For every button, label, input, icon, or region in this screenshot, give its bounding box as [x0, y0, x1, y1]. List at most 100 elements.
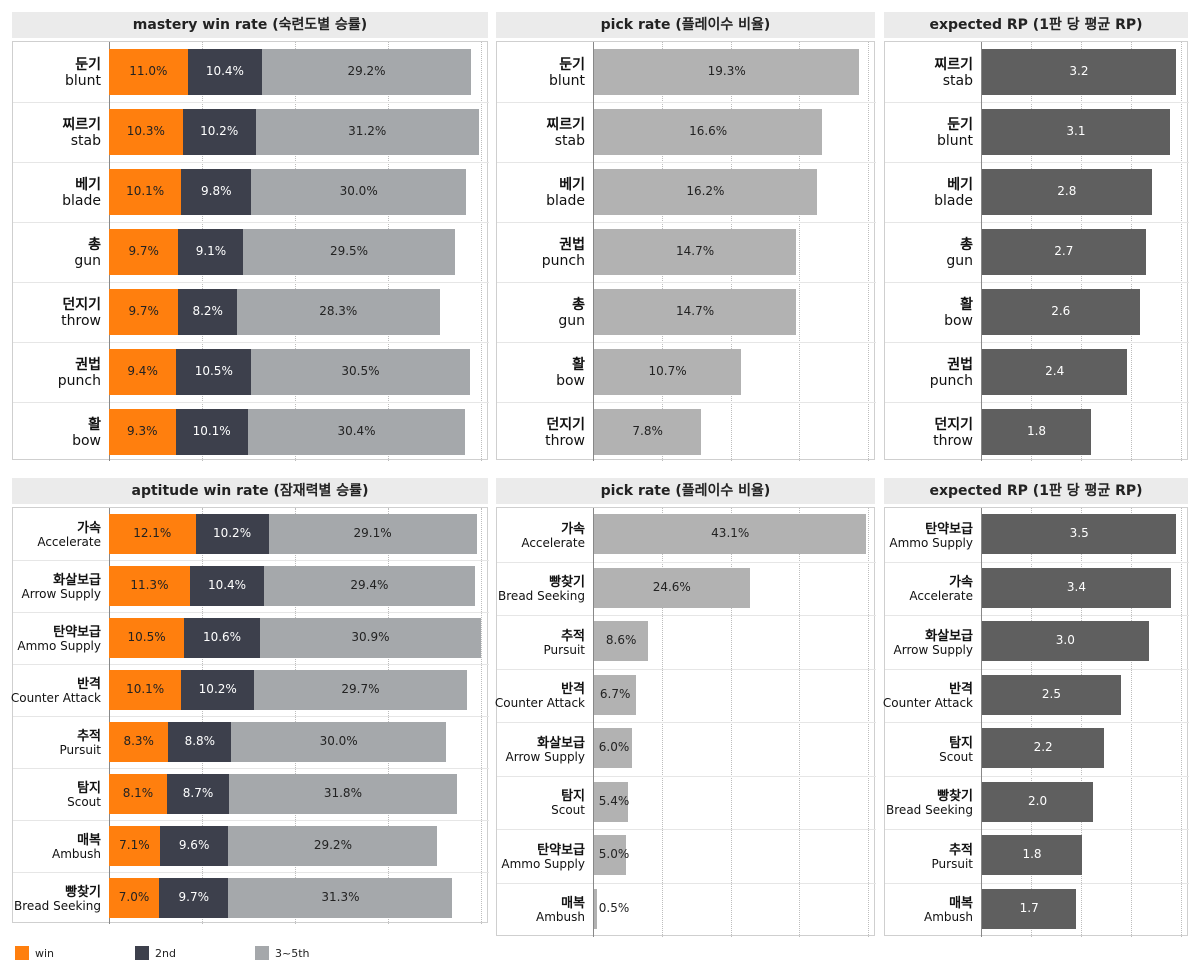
chart-title: expected RP (1판 당 평균 RP)	[884, 12, 1188, 38]
category-label-en: blunt	[548, 73, 585, 89]
category-label-en: Accelerate	[37, 535, 101, 549]
data-label: 30.5%	[341, 364, 380, 378]
row-separator	[885, 222, 1189, 223]
legend-swatch	[135, 946, 149, 960]
category-label-en: Pursuit	[59, 743, 101, 757]
bar-rest	[268, 514, 477, 554]
category-label: 반격	[77, 677, 101, 692]
data-label: 8.7%	[182, 786, 214, 800]
data-label: 10.1%	[126, 682, 165, 696]
data-label: 10.1%	[126, 184, 165, 198]
data-label: 1.7	[1019, 900, 1039, 915]
bar	[594, 49, 860, 95]
category-label-en: blunt	[64, 73, 101, 89]
category-label: 빵찾기	[937, 789, 973, 805]
bar	[982, 888, 1077, 929]
bar-rest	[251, 349, 470, 395]
bar	[982, 49, 1176, 95]
bar-win	[109, 618, 185, 658]
category-label-en: blade	[546, 193, 585, 209]
data-label: 8.6%	[605, 633, 637, 647]
category-label: 둔기	[559, 57, 585, 73]
bar	[594, 109, 823, 155]
data-label: 43.1%	[711, 526, 750, 540]
chart-title: aptitude win rate (잠재력별 승률)	[12, 478, 488, 504]
data-label: 2.6	[1051, 304, 1071, 318]
row-separator	[13, 102, 489, 103]
row-separator	[13, 282, 489, 283]
data-label: 9.1%	[195, 244, 227, 258]
category-label-en: bow	[944, 313, 973, 329]
bar-win	[109, 229, 179, 275]
bar	[594, 621, 649, 661]
y-axis-line	[109, 508, 110, 924]
data-label: 1.8	[1022, 847, 1042, 861]
category-label-en: Ambush	[924, 910, 973, 925]
chart-panel-4: pick rate (플레이수 비율) 가속 Accelerate 43.1% 빵찾기 B…	[495, 478, 876, 937]
data-label: 1.8	[1026, 424, 1047, 438]
legend-item-second: 2nd	[135, 946, 245, 962]
data-label: 8.3%	[123, 734, 154, 748]
data-label: 3.5	[1069, 526, 1089, 540]
bar-second	[178, 289, 238, 335]
data-label: 3.4	[1066, 579, 1086, 594]
row-separator	[497, 829, 876, 830]
category-label: 총	[960, 237, 973, 253]
bar	[594, 888, 598, 929]
data-label: 2.8	[1057, 184, 1077, 198]
chart-panel-5: expected RP (1판 당 평균 RP) 탄약보급 Ammo Supply 3…	[883, 478, 1189, 937]
data-label: 2.4	[1045, 364, 1065, 378]
y-axis-line	[981, 508, 982, 937]
category-label: 매복	[949, 896, 973, 912]
category-label-en: punch	[929, 373, 973, 389]
bar	[594, 349, 742, 395]
data-label: 30.4%	[337, 424, 376, 438]
row-separator	[497, 668, 876, 670]
bar-rest	[228, 878, 453, 918]
category-label: 활	[88, 417, 101, 433]
bar-second	[159, 826, 229, 866]
bar-second	[175, 409, 248, 455]
bar-rest	[255, 109, 479, 155]
row-separator	[497, 561, 876, 563]
bar-win	[109, 289, 179, 335]
category-label-en: bow	[556, 373, 585, 389]
category-label: 추적	[561, 628, 585, 644]
bar	[982, 728, 1105, 768]
bar-second	[195, 514, 269, 554]
category-label-en: bow	[72, 433, 101, 449]
data-label: 10.6%	[202, 630, 242, 644]
category-label: 탐지	[561, 789, 585, 805]
chart-panel-2: expected RP (1판 당 평균 RP) 찌르기 stab 3.2 둔기 blun…	[884, 12, 1189, 461]
data-label: 29.1%	[353, 526, 392, 540]
category-label: 반격	[561, 682, 585, 698]
row-separator	[497, 222, 876, 223]
row-separator	[13, 664, 489, 665]
data-label: 19.3%	[707, 64, 746, 78]
bar	[982, 409, 1092, 455]
chart-title: pick rate (플레이수 비율)	[496, 12, 875, 38]
data-label: 10.2%	[200, 124, 239, 138]
category-label: 추적	[949, 842, 973, 858]
data-label: 7.1%	[119, 838, 150, 852]
data-label: 9.7%	[128, 244, 159, 258]
chart-title: expected RP (1판 당 평균 RP)	[884, 478, 1188, 504]
category-label: 빵찾기	[549, 575, 585, 591]
category-label: 베기	[947, 177, 973, 193]
category-label: 탄약보급	[537, 842, 585, 858]
data-label: 2.7	[1054, 244, 1074, 258]
row-separator	[885, 102, 1189, 103]
bar-rest	[264, 566, 475, 606]
category-label: 찌르기	[934, 57, 973, 73]
bar-win	[109, 169, 182, 215]
category-label-en: stab	[942, 73, 973, 89]
bar	[594, 169, 817, 215]
row-separator	[885, 668, 1189, 670]
category-label: 둔기	[75, 57, 101, 73]
category-label-en: Ammo Supply	[501, 856, 585, 871]
data-label: 8.2%	[192, 304, 223, 318]
category-label: 빵찾기	[65, 885, 101, 900]
data-label: 3.1	[1066, 124, 1086, 138]
chart-plot-area: 둔기 blunt 19.3% 찌르기 stab 16.6% 베기 blade 16.2% 권법 pu…	[496, 41, 876, 461]
category-label-en: blade	[934, 193, 973, 209]
